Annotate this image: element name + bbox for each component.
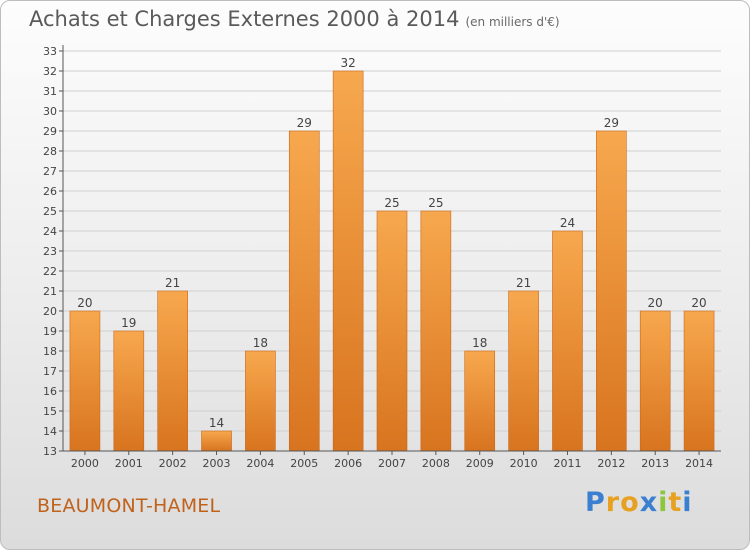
data-label: 21 [165, 276, 180, 290]
bar [420, 210, 452, 452]
y-tick-label: 25 [43, 205, 57, 218]
logo-letter: x [639, 487, 659, 518]
y-tick-label: 20 [43, 305, 57, 318]
bar [596, 130, 627, 452]
data-label: 20 [691, 296, 706, 310]
x-tick-label: 2005 [290, 457, 318, 470]
data-label: 19 [121, 316, 136, 330]
data-label: 32 [340, 56, 355, 70]
bar [157, 290, 188, 452]
x-tick-label: 2003 [203, 457, 231, 470]
logo-letter: r [605, 487, 621, 518]
y-tick-label: 18 [43, 345, 57, 358]
bar [288, 130, 320, 452]
x-tick-label: 2007 [378, 457, 406, 470]
x-tick-label: 2014 [685, 457, 713, 470]
y-tick-label: 28 [43, 145, 57, 158]
y-tick-label: 29 [43, 125, 57, 138]
bar [464, 350, 496, 452]
y-tick-label: 21 [43, 285, 57, 298]
y-tick-label: 23 [43, 245, 57, 258]
bar [552, 230, 583, 452]
y-tick-label: 14 [43, 425, 57, 438]
logo-letter: i [658, 487, 669, 518]
data-label: 29 [604, 116, 619, 130]
bar [69, 310, 101, 452]
bar [201, 430, 232, 452]
title-text: Achats et Charges Externes 2000 à 2014 [29, 7, 460, 31]
bar [683, 310, 715, 452]
data-label: 21 [516, 276, 531, 290]
y-tick-label: 26 [43, 185, 57, 198]
data-label: 18 [253, 336, 268, 350]
y-tick-label: 33 [43, 45, 57, 58]
logo-letter: P [585, 487, 606, 518]
bar [245, 350, 276, 452]
x-tick-label: 2008 [422, 457, 450, 470]
data-label: 24 [560, 216, 575, 230]
commune-name: BEAUMONT-HAMEL [37, 495, 221, 517]
data-label: 18 [472, 336, 487, 350]
y-tick-label: 13 [43, 445, 57, 458]
data-label: 25 [384, 196, 399, 210]
y-tick-label: 24 [43, 225, 57, 238]
x-tick-label: 2006 [334, 457, 362, 470]
y-tick-label: 27 [43, 165, 57, 178]
y-tick-label: 15 [43, 405, 57, 418]
x-tick-label: 2004 [246, 457, 274, 470]
logo-letter: o [620, 487, 640, 518]
unit-label: (en milliers d'€) [465, 15, 560, 29]
data-label: 25 [428, 196, 443, 210]
proxiti-logo: Proxiti [585, 487, 693, 518]
data-label: 20 [77, 296, 92, 310]
x-tick-label: 2002 [159, 457, 187, 470]
x-tick-label: 2009 [466, 457, 494, 470]
y-tick-label: 16 [43, 385, 57, 398]
y-tick-label: 17 [43, 365, 57, 378]
bar [113, 330, 145, 452]
y-tick-label: 30 [43, 105, 57, 118]
x-tick-label: 2011 [553, 457, 581, 470]
bar [508, 290, 539, 452]
x-tick-label: 2000 [71, 457, 99, 470]
bar [332, 70, 364, 452]
x-tick-label: 2013 [641, 457, 669, 470]
x-tick-label: 2001 [115, 457, 143, 470]
y-tick-label: 22 [43, 265, 57, 278]
bar [639, 310, 671, 452]
y-tick-label: 31 [43, 85, 57, 98]
y-tick-label: 19 [43, 325, 57, 338]
logo-letter: t [668, 487, 683, 518]
bar [376, 210, 408, 452]
x-tick-label: 2010 [510, 457, 538, 470]
x-tick-label: 2012 [597, 457, 625, 470]
data-label: 14 [209, 416, 224, 430]
data-label: 29 [297, 116, 312, 130]
y-tick-label: 32 [43, 65, 57, 78]
chart-title: Achats et Charges Externes 2000 à 2014 (e… [29, 7, 560, 31]
data-label: 20 [648, 296, 663, 310]
logo-letter: i [682, 487, 693, 518]
